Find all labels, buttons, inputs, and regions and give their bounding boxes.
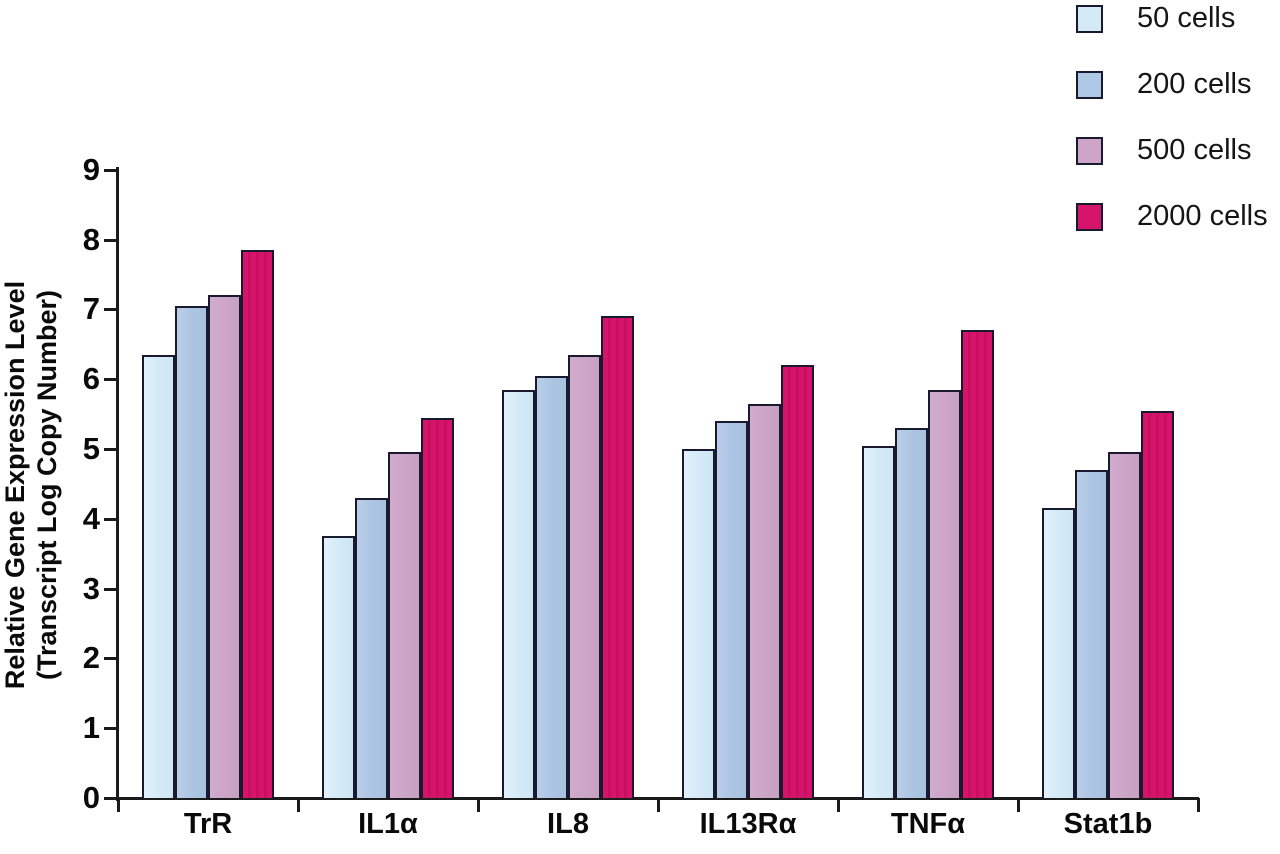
x-tick [1017, 798, 1020, 812]
bar-IL13Rα-50-cells [682, 449, 715, 798]
legend-swatch [1076, 70, 1103, 99]
y-axis-title-line1: Relative Gene Expression Level [0, 280, 30, 690]
bar-TNFα-2000-cells [961, 330, 994, 798]
bar-TNFα-500-cells [928, 390, 961, 798]
bar-IL13Rα-200-cells [715, 421, 748, 798]
x-tick [657, 798, 660, 812]
category-label: IL1α [358, 808, 418, 840]
bar-TrR-50-cells [142, 355, 175, 798]
legend-swatch [1076, 136, 1103, 165]
bar-TrR-500-cells [208, 295, 241, 798]
y-tick-label: 7 [82, 291, 100, 327]
y-tick-label: 2 [82, 640, 100, 676]
legend-item: 2000 cells [1076, 200, 1268, 233]
y-tick [104, 587, 118, 591]
bar-Stat1b-50-cells [1042, 508, 1075, 798]
legend-label: 50 cells [1137, 2, 1236, 34]
bar-TrR-2000-cells [241, 250, 274, 798]
legend-item: 200 cells [1076, 68, 1268, 101]
y-tick-label: 1 [82, 710, 100, 746]
y-tick [104, 238, 118, 242]
bar-IL8-2000-cells [601, 316, 634, 798]
legend-label: 200 cells [1137, 68, 1252, 100]
legend-item: 500 cells [1076, 134, 1268, 167]
x-tick [837, 798, 840, 812]
y-tick [104, 378, 118, 382]
category-label: IL13Rα [699, 808, 797, 840]
bar-Stat1b-500-cells [1108, 452, 1141, 798]
bar-IL1α-2000-cells [421, 418, 454, 798]
x-tick [117, 798, 120, 812]
x-tick [297, 798, 300, 812]
y-tick [104, 797, 118, 800]
y-tick-label: 5 [82, 431, 100, 466]
category-label: TrR [183, 808, 233, 840]
bar-IL1α-500-cells [388, 452, 421, 798]
x-tick [1197, 798, 1200, 812]
y-tick [104, 308, 118, 312]
bar-IL8-200-cells [535, 376, 568, 798]
legend-swatch [1076, 202, 1103, 231]
bar-IL8-50-cells [502, 390, 535, 798]
y-axis-line [116, 167, 119, 801]
bar-IL1α-200-cells [355, 498, 388, 798]
category-label: TNFα [890, 808, 966, 840]
y-tick-label: 9 [82, 151, 100, 187]
bar-TrR-200-cells [175, 306, 208, 798]
y-tick [104, 727, 118, 731]
bar-Stat1b-200-cells [1075, 470, 1108, 798]
category-label: Stat1b [1063, 808, 1153, 840]
y-tick [104, 448, 118, 451]
legend: 50 cells 200 cells 500 cells 2000 cells [1076, 2, 1268, 233]
y-tick-label: 8 [82, 221, 100, 257]
y-tick [104, 168, 118, 172]
legend-item: 50 cells [1076, 2, 1268, 35]
y-tick-label: 3 [82, 570, 100, 606]
y-tick-label: 4 [82, 500, 100, 536]
bar-IL13Rα-2000-cells [781, 365, 814, 798]
bar-IL1α-50-cells [322, 536, 355, 798]
category-label: IL8 [547, 808, 589, 840]
legend-label: 2000 cells [1137, 200, 1268, 232]
legend-swatch [1076, 4, 1103, 33]
bar-Stat1b-2000-cells [1141, 411, 1174, 798]
bar-TNFα-200-cells [895, 428, 928, 798]
y-tick-label: 0 [82, 780, 100, 815]
y-tick [104, 517, 118, 521]
bar-IL8-500-cells [568, 355, 601, 798]
legend-label: 500 cells [1137, 134, 1252, 166]
bar-TNFα-50-cells [862, 446, 895, 798]
y-tick [104, 657, 118, 661]
y-tick-label: 6 [82, 361, 100, 397]
x-tick [477, 798, 480, 812]
bar-IL13Rα-500-cells [748, 404, 781, 798]
